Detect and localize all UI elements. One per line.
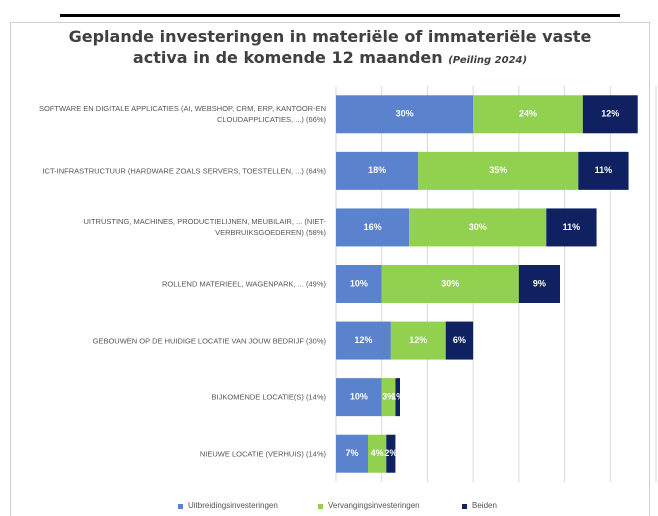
value-label: 4%	[371, 448, 384, 458]
legend-swatch	[178, 504, 183, 509]
title-text: Geplande investeringen in materiële of i…	[68, 27, 592, 67]
bar-segment	[582, 95, 638, 134]
value-label: 30%	[441, 278, 459, 288]
bar-segment	[381, 265, 519, 303]
bar-segment	[336, 208, 410, 247]
bar-segment	[336, 265, 382, 303]
category-label: UITRUSTING, MACHINES, PRODUCTIELIJNEN, M…	[83, 217, 326, 238]
value-label: 11%	[595, 165, 613, 175]
bar-segment	[336, 151, 419, 190]
category-label: GEBOUWEN OP DE HUIDIGE LOCATIE VAN JOUW …	[92, 336, 326, 346]
category-label: ROLLEND MATERIEEL, WAGENPARK, ... (49%)	[161, 279, 326, 289]
cut-off-underline	[60, 14, 620, 17]
value-label: 7%	[345, 448, 358, 458]
bar-segment	[390, 321, 446, 360]
value-label: 30%	[396, 109, 414, 119]
bar-segment	[473, 95, 583, 134]
bar-segment	[418, 151, 579, 190]
value-label: 2%	[384, 448, 397, 458]
value-label: 12%	[409, 335, 427, 345]
bar-segment	[336, 95, 474, 134]
category-label: BIJKOMENDE LOCATIE(S) (14%)	[211, 392, 326, 402]
bar-segment	[368, 434, 387, 473]
value-label: 10%	[350, 392, 368, 402]
bar-segment	[381, 378, 396, 417]
value-label: 1%	[391, 392, 404, 402]
value-label: 10%	[350, 278, 368, 288]
value-label: 6%	[453, 335, 466, 345]
category-label: SOFTWARE EN DIGITALE APPLICATIES (AI, WE…	[39, 104, 326, 125]
bar-segment	[386, 434, 396, 473]
bar-segment	[336, 378, 382, 417]
legend-label: Beiden	[472, 501, 497, 510]
value-label: 12%	[354, 335, 372, 345]
bar-segment	[409, 208, 547, 247]
chart-title: Geplande investeringen in materiële of i…	[60, 26, 600, 71]
category-label: NIEUWE LOCATIE (VERHUIS) (14%)	[199, 449, 326, 459]
value-label: 35%	[489, 165, 507, 175]
legend-label: Uitbreidingsinvesteringen	[188, 501, 278, 510]
value-label: 9%	[533, 278, 546, 288]
legend-label: Vervangingsinvesteringen	[328, 501, 420, 510]
chart-subtitle: (Peiling 2024)	[448, 55, 528, 66]
value-label: 24%	[519, 109, 537, 119]
bar-segment	[336, 434, 368, 473]
legend-swatch	[462, 504, 467, 509]
bar-segment	[336, 321, 391, 360]
category-label: ICT-INFRASTRUCTUUR (HARDWARE ZOALS SERVE…	[42, 166, 326, 176]
bar-segment	[578, 151, 629, 190]
bar-segment	[395, 378, 400, 417]
value-label: 18%	[368, 165, 386, 175]
value-label: 12%	[601, 109, 619, 119]
bar-segment	[518, 265, 560, 303]
bar-segment	[546, 208, 597, 247]
value-label: 3%	[382, 392, 395, 402]
value-label: 16%	[364, 222, 382, 232]
value-label: 11%	[563, 222, 581, 232]
legend-swatch	[318, 504, 323, 509]
bar-segment	[445, 321, 474, 360]
value-label: 30%	[469, 222, 487, 232]
